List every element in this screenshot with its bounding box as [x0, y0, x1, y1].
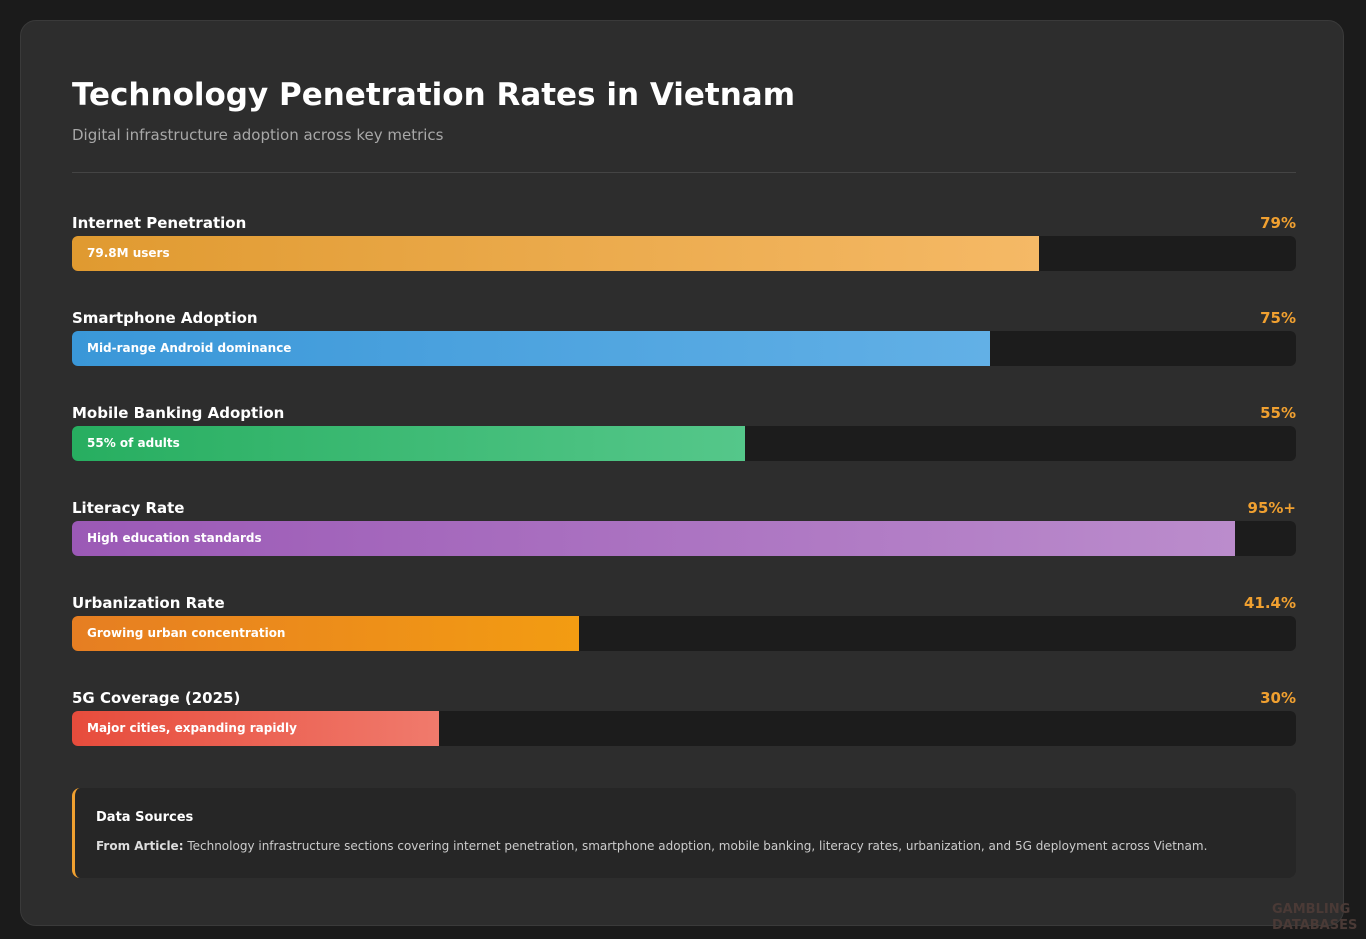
metric-row: Urbanization Rate 41.4% Growing urban conc…	[72, 594, 1296, 674]
bar-annotation: 79.8M users	[87, 246, 170, 260]
sources-title: Data Sources	[96, 810, 194, 825]
sources-box: Data Sources From Article: Technology in…	[72, 788, 1296, 878]
value-label: 30%	[1260, 689, 1296, 707]
value-label: 79%	[1260, 214, 1296, 232]
metric-label: Smartphone Adoption	[72, 309, 258, 327]
card: Technology Penetration Rates in Vietnam …	[20, 20, 1344, 926]
metric-label: 5G Coverage (2025)	[72, 689, 241, 707]
bar: 79.8M users	[72, 236, 1039, 271]
watermark: GAMBLING DATABASES	[1272, 902, 1357, 934]
value-label: 55%	[1260, 404, 1296, 422]
watermark-line: GAMBLING	[1272, 902, 1351, 917]
bar: Growing urban concentration	[72, 616, 579, 651]
bar-track: 55% of adults	[72, 426, 1296, 461]
metric-row: 5G Coverage (2025) 30% Major cities, expan…	[72, 689, 1296, 769]
bar-annotation: Growing urban concentration	[87, 626, 286, 640]
bar-track: 79.8M users	[72, 236, 1296, 271]
bar: 55% of adults	[72, 426, 746, 461]
bar: High education standards	[72, 521, 1235, 556]
value-label: 75%	[1260, 309, 1296, 327]
sources-line: From Article: Technology infrastructure …	[96, 839, 1207, 853]
metric-row: Internet Penetration 79% 79.8M users	[72, 214, 1296, 294]
metric-row: Mobile Banking Adoption 55% 55% of adults	[72, 404, 1296, 484]
metric-row: Smartphone Adoption 75% Mid-range Android …	[72, 309, 1296, 389]
watermark-line: DATABASES	[1272, 918, 1358, 933]
bar-track: Major cities, expanding rapidly	[72, 711, 1296, 746]
sources-text: Technology infrastructure sections cover…	[187, 839, 1208, 853]
bar: Major cities, expanding rapidly	[72, 711, 440, 746]
value-label: 41.4%	[1243, 594, 1296, 612]
bar-track: Mid-range Android dominance	[72, 331, 1296, 366]
value-label: 95%+	[1247, 499, 1296, 517]
metric-label: Mobile Banking Adoption	[72, 404, 285, 422]
metric-row: Literacy Rate 95%+ High education standard…	[72, 499, 1296, 579]
bar-track: High education standards	[72, 521, 1296, 556]
bar-annotation: Major cities, expanding rapidly	[87, 721, 297, 735]
divider	[72, 172, 1296, 173]
chart-subtitle: Digital infrastructure adoption across k…	[72, 126, 444, 144]
metric-label: Urbanization Rate	[72, 594, 225, 612]
bar-track: Growing urban concentration	[72, 616, 1296, 651]
bar-annotation: 55% of adults	[87, 436, 180, 450]
bar-annotation: High education standards	[87, 531, 262, 545]
bar-annotation: Mid-range Android dominance	[87, 341, 292, 355]
metric-label: Internet Penetration	[72, 214, 247, 232]
metric-label: Literacy Rate	[72, 499, 185, 517]
chart-title: Technology Penetration Rates in Vietnam	[72, 77, 796, 113]
sources-label: From Article:	[96, 839, 184, 853]
bar: Mid-range Android dominance	[72, 331, 990, 366]
